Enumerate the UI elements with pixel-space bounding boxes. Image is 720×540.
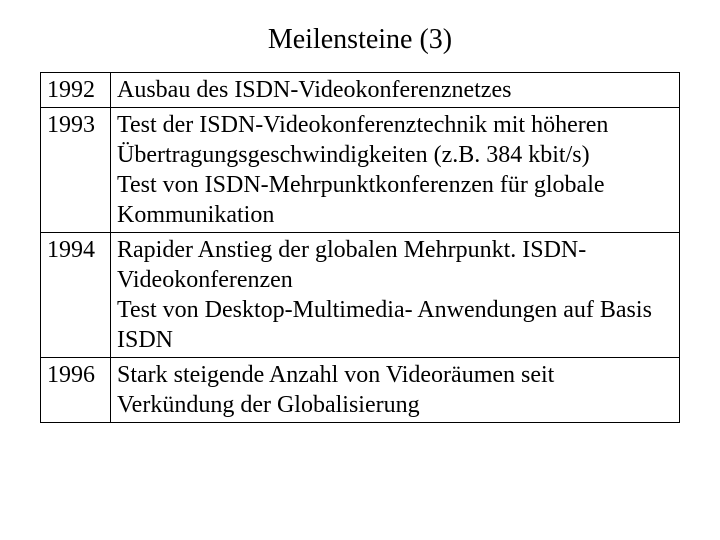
- slide-page: Meilensteine (3) 1992 Ausbau des ISDN-Vi…: [0, 0, 720, 540]
- table-row: 1994 Rapider Anstieg der globalen Mehrpu…: [41, 233, 680, 358]
- table-row: 1996 Stark steigende Anzahl von Videoräu…: [41, 358, 680, 423]
- desc-line: Rapider Anstieg der globalen Mehrpunkt. …: [117, 235, 673, 295]
- desc-line: Stark steigende Anzahl von Videoräumen s…: [117, 360, 673, 420]
- desc-cell: Ausbau des ISDN-Videokonferenznetzes: [111, 73, 680, 108]
- table-row: 1992 Ausbau des ISDN-Videokonferenznetze…: [41, 73, 680, 108]
- desc-cell: Rapider Anstieg der globalen Mehrpunkt. …: [111, 233, 680, 358]
- desc-cell: Test der ISDN-Videokonferenztechnik mit …: [111, 108, 680, 233]
- desc-line: Test von ISDN-Mehrpunktkonferenzen für g…: [117, 170, 673, 230]
- milestones-table: 1992 Ausbau des ISDN-Videokonferenznetze…: [40, 72, 680, 423]
- year-cell: 1996: [41, 358, 111, 423]
- desc-line: Test von Desktop-Multimedia- Anwendungen…: [117, 295, 673, 355]
- desc-line: Ausbau des ISDN-Videokonferenznetzes: [117, 75, 673, 105]
- year-cell: 1993: [41, 108, 111, 233]
- year-cell: 1992: [41, 73, 111, 108]
- desc-line: Test der ISDN-Videokonferenztechnik mit …: [117, 110, 673, 170]
- table-row: 1993 Test der ISDN-Videokonferenztechnik…: [41, 108, 680, 233]
- desc-cell: Stark steigende Anzahl von Videoräumen s…: [111, 358, 680, 423]
- page-title: Meilensteine (3): [40, 24, 680, 56]
- year-cell: 1994: [41, 233, 111, 358]
